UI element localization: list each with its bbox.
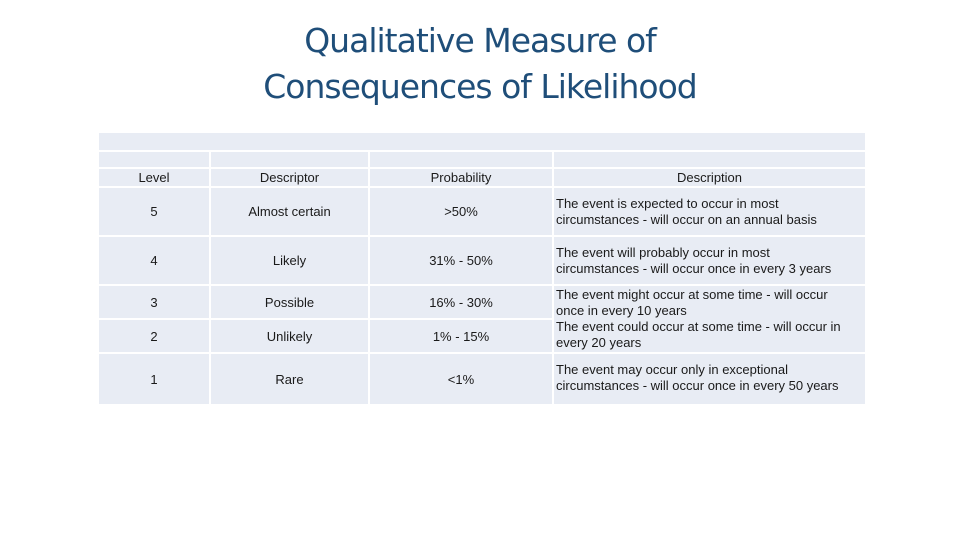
header-probability: Probability [370, 169, 552, 186]
table-cell-descriptor: Unlikely [211, 320, 368, 352]
table-cell-description: The event could occur at some time - wil… [556, 319, 841, 350]
table-cell-level: 5 [99, 188, 209, 235]
likelihood-table: Level Descriptor Probability Description… [99, 133, 865, 404]
header-description: Description [554, 169, 865, 186]
empty-top-row [99, 133, 865, 150]
title-line-2: Consequences of Likelihood [263, 67, 698, 106]
table-cell-descriptor: Rare [211, 354, 368, 404]
table-cell-level: 3 [99, 286, 209, 318]
empty-header-cell [211, 152, 368, 167]
table-cell-probability: >50% [370, 188, 552, 235]
table-cell-probability: 31% - 50% [370, 237, 552, 284]
empty-header-cell [554, 152, 865, 167]
table-cell-probability: 16% - 30% [370, 286, 552, 318]
table-cell-descriptor: Possible [211, 286, 368, 318]
title-line-1: Qualitative Measure of [304, 21, 657, 60]
empty-header-cell [370, 152, 552, 167]
header-descriptor: Descriptor [211, 169, 368, 186]
table-cell-description: The event might occur at some time - wil… [556, 287, 828, 318]
table-cell-level: 4 [99, 237, 209, 284]
table-cell-level: 2 [99, 320, 209, 352]
table-cell-descriptor: Almost certain [211, 188, 368, 235]
table-cell-description: The event will probably occur in most ci… [554, 237, 865, 284]
table-cell-description: The event is expected to occur in most c… [554, 188, 865, 235]
empty-header-cell [99, 152, 209, 167]
table-cell-probability: <1% [370, 354, 552, 404]
table-cell-descriptor: Likely [211, 237, 368, 284]
header-level: Level [99, 169, 209, 186]
table-cell-description-block: The event might occur at some time - wil… [554, 286, 865, 352]
slide-title: Qualitative Measure of Consequences of L… [0, 18, 960, 110]
table-cell-probability: 1% - 15% [370, 320, 552, 352]
table-cell-level: 1 [99, 354, 209, 404]
table-cell-description: The event may occur only in exceptional … [554, 354, 865, 404]
